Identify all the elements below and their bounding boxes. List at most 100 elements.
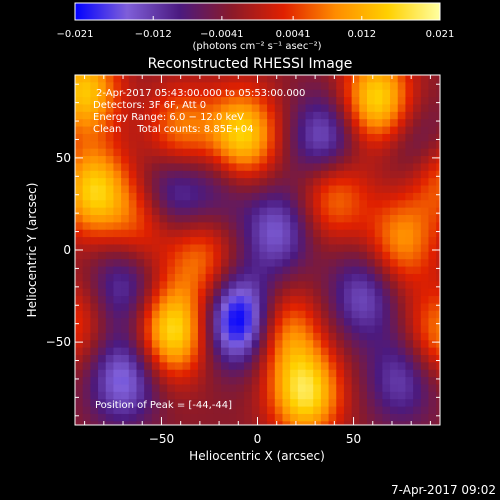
heatmap-pixel: [297, 303, 307, 312]
heatmap-pixel: [190, 310, 199, 319]
heatmap-pixel: [105, 251, 115, 260]
heatmap-pixel: [320, 237, 330, 246]
heatmap-pixel: [320, 266, 330, 275]
heatmap-pixel: [313, 406, 322, 415]
heatmap-pixel: [221, 340, 230, 349]
heatmap-pixel: [274, 207, 284, 216]
heatmap-pixel: [367, 133, 376, 142]
heatmap-pixel: [436, 82, 440, 91]
heatmap-pixel: [359, 399, 368, 408]
heatmap-pixel: [267, 89, 276, 98]
heatmap-pixel: [328, 347, 337, 356]
heatmap-pixel: [290, 413, 299, 422]
heatmap-pixel: [205, 89, 214, 98]
heatmap-pixel: [336, 119, 345, 128]
heatmap-pixel: [359, 259, 368, 268]
heatmap-pixel: [98, 251, 107, 260]
heatmap-pixel: [205, 325, 214, 334]
heatmap-pixel: [128, 104, 138, 113]
heatmap-pixel: [251, 251, 261, 260]
heatmap-pixel: [205, 369, 214, 378]
heatmap-pixel: [113, 207, 122, 216]
heatmap-pixel: [405, 413, 414, 422]
heatmap-pixel: [397, 281, 407, 290]
heatmap-pixel: [359, 362, 368, 371]
heatmap-pixel: [420, 119, 430, 128]
heatmap-pixel: [405, 133, 414, 142]
heatmap-pixel: [197, 163, 207, 172]
heatmap-pixel: [190, 178, 199, 187]
heatmap-pixel: [98, 347, 107, 356]
heatmap-pixel: [420, 178, 430, 187]
heatmap-pixel: [336, 303, 345, 312]
heatmap-pixel: [390, 163, 399, 172]
heatmap-pixel: [174, 215, 184, 223]
heatmap-pixel: [136, 141, 145, 150]
heatmap-pixel: [290, 332, 299, 341]
heatmap-pixel: [144, 332, 153, 341]
heatmap-pixel: [113, 222, 122, 231]
heatmap-pixel: [205, 141, 214, 150]
heatmap-pixel: [182, 273, 191, 282]
heatmap-pixel: [390, 244, 399, 253]
heatmap-pixel: [151, 369, 161, 378]
heatmap-pixel: [374, 259, 383, 268]
heatmap-pixel: [405, 119, 414, 128]
heatmap-pixel: [151, 318, 161, 327]
heatmap-pixel: [259, 296, 268, 305]
heatmap-pixel: [128, 82, 138, 91]
heatmap-pixel: [82, 296, 91, 305]
heatmap-pixel: [313, 163, 322, 172]
heatmap-pixel: [428, 185, 437, 194]
heatmap-pixel: [228, 185, 237, 194]
heatmap-pixel: [151, 310, 161, 319]
heatmap-pixel: [313, 259, 322, 268]
heatmap-pixel: [244, 237, 253, 246]
heatmap-pixel: [244, 156, 253, 165]
heatmap-pixel: [167, 310, 176, 319]
heatmap-pixel: [313, 104, 322, 113]
heatmap-pixel: [336, 332, 345, 341]
heatmap-pixel: [274, 192, 284, 201]
heatmap-pixel: [405, 406, 414, 415]
heatmap-pixel: [75, 259, 84, 268]
heatmap-pixel: [336, 97, 345, 106]
heatmap-pixel: [328, 391, 337, 400]
heatmap-pixel: [359, 200, 368, 209]
heatmap-pixel: [244, 89, 253, 98]
heatmap-pixel: [182, 229, 191, 238]
heatmap-pixel: [343, 75, 353, 83]
heatmap-pixel: [113, 406, 122, 415]
heatmap-pixel: [236, 377, 245, 386]
heatmap-pixel: [244, 421, 253, 425]
peak-position-label: Position of Peak = [-44,-44]: [95, 400, 232, 411]
heatmap-pixel: [382, 97, 391, 106]
heatmap-pixel: [121, 325, 130, 334]
heatmap-pixel: [182, 377, 191, 386]
heatmap-pixel: [75, 266, 84, 275]
heatmap-pixel: [251, 362, 261, 371]
heatmap-pixel: [197, 237, 207, 246]
heatmap-pixel: [351, 362, 360, 371]
heatmap-pixel: [336, 82, 345, 91]
heatmap-pixel: [413, 185, 422, 194]
heatmap-pixel: [182, 119, 191, 128]
heatmap-pixel: [274, 133, 284, 142]
heatmap-pixel: [328, 251, 337, 260]
heatmap-pixel: [98, 318, 107, 327]
heatmap-pixel: [267, 185, 276, 194]
heatmap-pixel: [221, 332, 230, 341]
heatmap-pixel: [251, 222, 261, 231]
heatmap-pixel: [228, 89, 237, 98]
heatmap-pixel: [82, 347, 91, 356]
heatmap-pixel: [167, 296, 176, 305]
heatmap-pixel: [282, 332, 291, 341]
heatmap-pixel: [367, 347, 376, 356]
heatmap-pixel: [105, 133, 115, 142]
heatmap-pixel: [105, 104, 115, 113]
heatmap-pixel: [405, 296, 414, 305]
heatmap-pixel: [244, 111, 253, 120]
heatmap-pixel: [244, 369, 253, 378]
heatmap-pixel: [182, 97, 191, 106]
heatmap-pixel: [213, 111, 222, 120]
